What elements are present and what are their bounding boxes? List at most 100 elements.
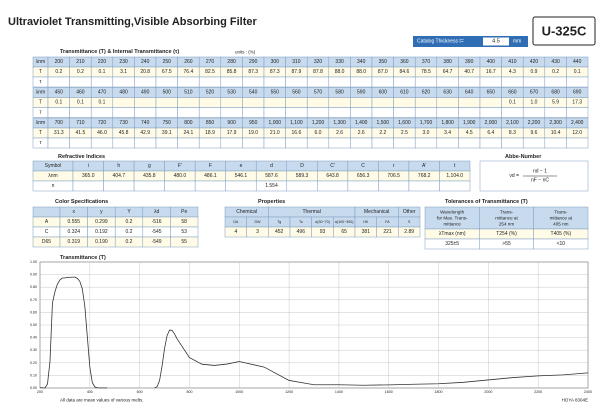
transmittance-value: 0.1: [99, 100, 106, 106]
wavelength-value: 680: [551, 90, 560, 96]
transmittance-value: 87.0: [378, 69, 388, 75]
transmittance-value: 64.7: [443, 69, 453, 75]
table-cell: [436, 76, 459, 88]
table-cell: [112, 137, 135, 149]
wavelength-value: 610: [400, 90, 409, 96]
table-cell: [134, 76, 157, 88]
table-cell: [103, 180, 135, 192]
wavelength-value: 550: [271, 90, 280, 96]
transmittance-value: 45.8: [119, 130, 129, 136]
column-header: Pe: [181, 209, 187, 215]
wavelength-value: 220: [98, 59, 107, 65]
wavelength-value: 690: [573, 90, 582, 96]
index-value: g: [148, 163, 151, 169]
transmittance-value: 87.9: [292, 69, 302, 75]
table-cell: [371, 97, 394, 108]
row-label: Symbol: [45, 163, 62, 169]
color-value: 58: [181, 219, 187, 225]
table-cell: [414, 107, 438, 118]
table-cell: [306, 137, 330, 149]
transmittance-value: 42.9: [140, 130, 150, 136]
table-cell: [134, 97, 157, 108]
index-value: d: [270, 163, 273, 169]
color-value: 0.555: [68, 219, 81, 225]
thickness-box: [413, 36, 528, 47]
transmittance-value: 0.2: [77, 69, 84, 75]
table-cell: [112, 107, 135, 118]
table-cell: [328, 97, 351, 108]
table-cell: [155, 97, 178, 108]
sheet-title: Ultraviolet Transmitting,Visible Absorbi…: [8, 16, 257, 28]
transmittance-value: 88.0: [335, 69, 345, 75]
table-cell: [414, 137, 438, 149]
x-tick-label: 1000: [235, 390, 243, 394]
table-cell: [72, 180, 104, 192]
x-tick-label: 600: [137, 390, 143, 394]
tolerance-header: for Max. Trans-: [437, 216, 468, 221]
transmittance-value: 40.7: [464, 69, 474, 75]
tolerance-header: Wavelength: [440, 210, 465, 215]
table-cell: [164, 180, 196, 192]
wavelength-value: 720: [98, 120, 107, 126]
table-cell: [177, 76, 200, 88]
index-value: 435.8: [143, 173, 156, 179]
row-label: C: [45, 229, 49, 235]
group-header: Chemical: [236, 209, 257, 215]
table-cell: [90, 76, 114, 88]
wavelength-value: 440: [573, 59, 582, 65]
wavelength-value: 290: [249, 59, 258, 65]
transmittance-value: 10.4: [551, 130, 561, 136]
wavelength-value: 1,700: [420, 120, 433, 126]
wavelength-value: 270: [206, 59, 215, 65]
wavelength-value: 710: [76, 120, 85, 126]
transmittance-value: 0.1: [574, 69, 581, 75]
table-cell: [371, 107, 394, 118]
table-cell: [69, 137, 92, 149]
table-cell: [479, 107, 502, 118]
wavelength-value: 280: [227, 59, 236, 65]
wavelength-value: 510: [184, 90, 193, 96]
transmittance-value: 2.6: [336, 130, 343, 136]
row-label: A: [45, 219, 49, 225]
thickness-value-box: [483, 37, 509, 46]
code-badge: [532, 16, 596, 46]
x-tick-label: 2200: [534, 390, 542, 394]
property-value: 4: [234, 229, 237, 235]
table-cell: [436, 97, 459, 108]
property-symbol: DW: [255, 220, 262, 224]
x-tick-label: 200: [37, 390, 43, 394]
wavelength-value: 420: [530, 59, 539, 65]
index-value: 589.3: [296, 173, 309, 179]
column-header: y: [100, 209, 103, 215]
color-value: 0.299: [95, 219, 108, 225]
transmittance-value: 6.0: [315, 130, 322, 136]
table-cell: [566, 137, 589, 149]
table-cell: [371, 76, 394, 88]
transmittance-value: 24.1: [184, 130, 194, 136]
index-value: C': [330, 163, 335, 169]
wavelength-value: 330: [335, 59, 344, 65]
wavelength-value: 2,300: [549, 120, 562, 126]
index-value: 656.3: [357, 173, 370, 179]
thickness-label: Catalog Thickness t=: [417, 39, 464, 45]
wavelength-value: 1,400: [355, 120, 368, 126]
group-header: Other: [403, 209, 416, 215]
y-tick-label: 0.20: [30, 361, 37, 365]
y-tick-label: 0.50: [30, 323, 37, 327]
index-value: 546.1: [235, 173, 248, 179]
tolerance-value: >55: [502, 241, 511, 247]
table-cell: [220, 137, 243, 149]
table-cell: [393, 137, 416, 149]
wavelength-value: 900: [227, 120, 236, 126]
wavelength-value: 490: [141, 90, 150, 96]
property-value: 3: [256, 229, 259, 235]
property-value: 65: [341, 229, 347, 235]
transmittance-value: 87.3: [248, 69, 258, 75]
property-symbol: Tg: [277, 220, 281, 224]
wavelength-value: 370: [422, 59, 431, 65]
color-value: 53: [181, 229, 187, 235]
color-value: -516: [152, 219, 162, 225]
x-tick-label: 2000: [484, 390, 492, 394]
table-cell: [458, 137, 481, 149]
